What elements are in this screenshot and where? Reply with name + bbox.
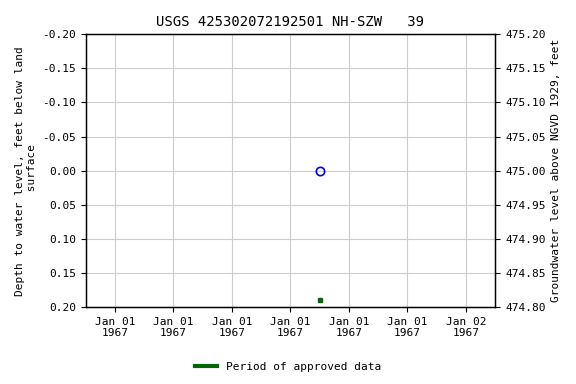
Y-axis label: Groundwater level above NGVD 1929, feet: Groundwater level above NGVD 1929, feet [551, 39, 561, 302]
Y-axis label: Depth to water level, feet below land
 surface: Depth to water level, feet below land su… [15, 46, 37, 296]
Legend: Period of approved data: Period of approved data [191, 358, 385, 377]
Title: USGS 425302072192501 NH-SZW   39: USGS 425302072192501 NH-SZW 39 [157, 15, 425, 29]
